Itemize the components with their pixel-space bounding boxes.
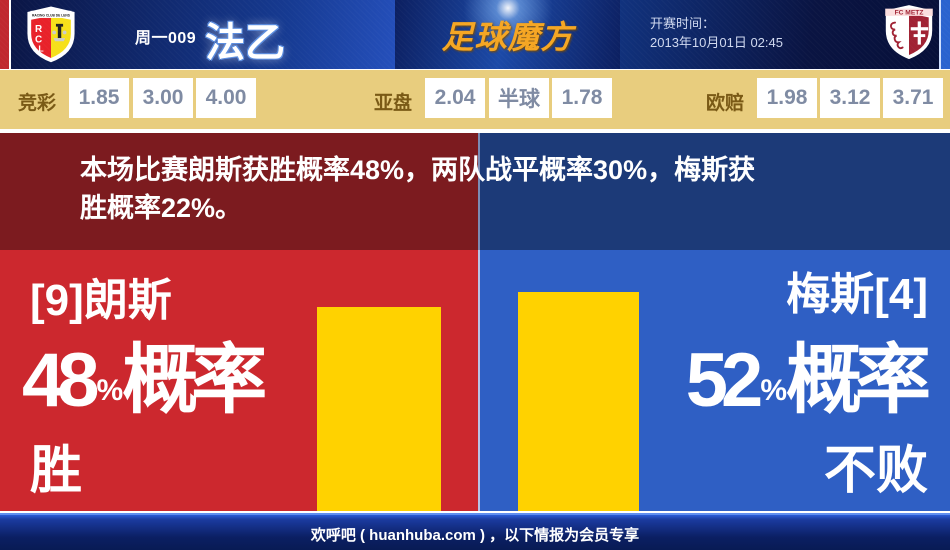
svg-text:C: C	[35, 34, 42, 45]
svg-text:L: L	[38, 44, 44, 54]
svg-text:R: R	[35, 24, 42, 35]
svg-text:RACING CLUB DE LENS: RACING CLUB DE LENS	[32, 13, 71, 17]
svg-text:FC METZ: FC METZ	[895, 10, 924, 17]
